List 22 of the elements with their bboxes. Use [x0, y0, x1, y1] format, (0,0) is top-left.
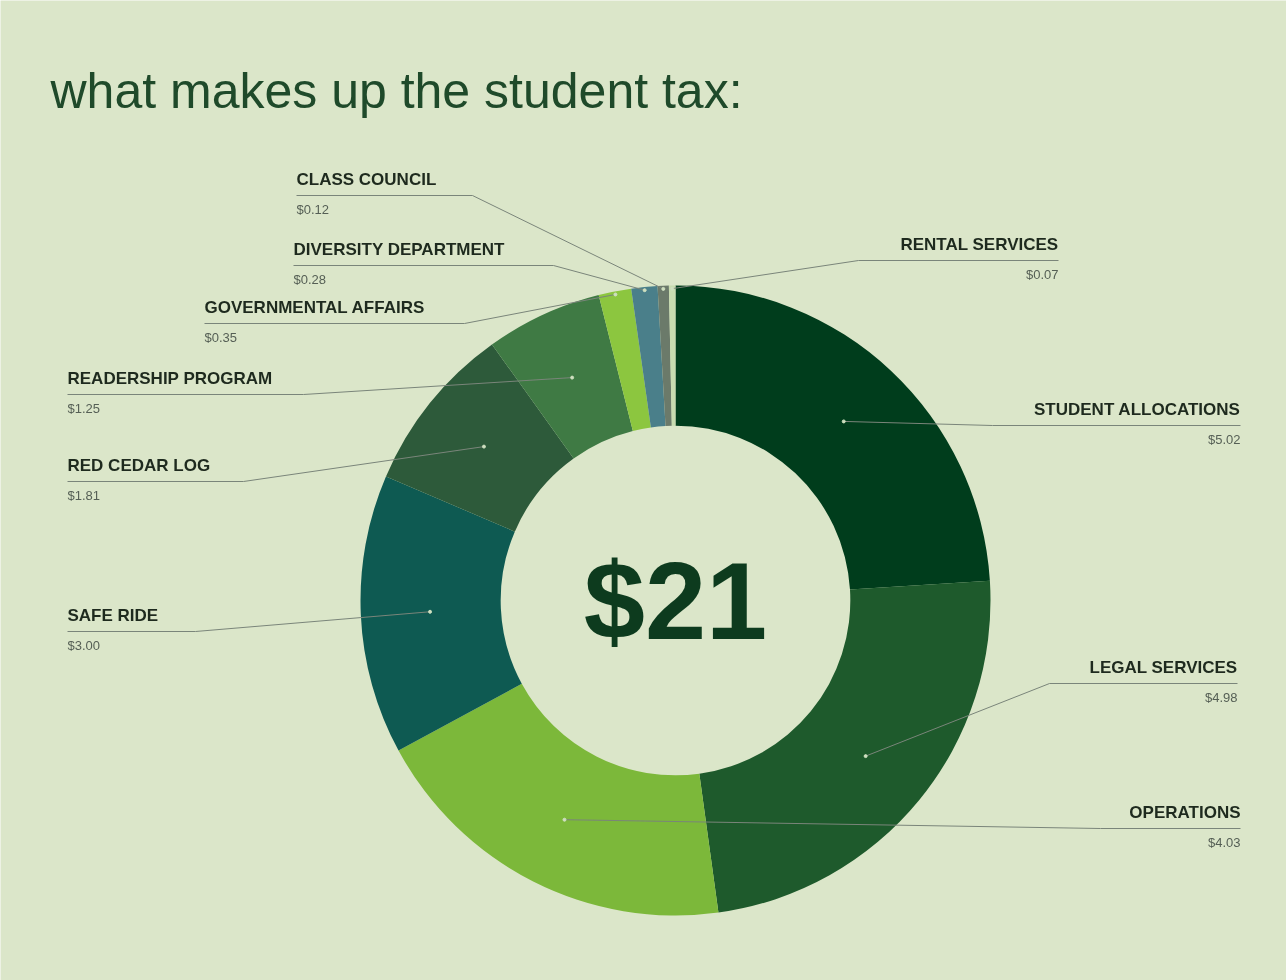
slice-label: RED CEDAR LOG	[67, 455, 211, 475]
data-label: $0.12	[296, 201, 330, 217]
slice-label: READERSHIP PROGRAM	[67, 368, 273, 388]
data-label: $0.07	[1025, 266, 1059, 282]
slice-label: SAFE RIDE	[67, 605, 159, 625]
slice-label: GOVERNMENTAL AFFAIRS	[204, 297, 425, 317]
slice-label: OPERATIONS	[1129, 802, 1241, 822]
slice-label: LEGAL SERVICES	[1089, 657, 1238, 677]
data-label: $1.81	[67, 487, 101, 503]
data-label: $0.35	[204, 329, 238, 345]
slice-label: STUDENT ALLOCATIONS	[1033, 399, 1240, 419]
slice-label: CLASS COUNCIL	[296, 169, 437, 189]
data-label: $5.02	[1207, 431, 1241, 447]
data-label: $4.03	[1207, 834, 1241, 850]
data-label: $1.25	[67, 400, 101, 416]
slice-label: RENTAL SERVICES	[900, 234, 1059, 254]
data-label: $4.98	[1204, 689, 1238, 705]
data-label: $0.28	[293, 271, 327, 287]
chart-title: what makes up the student tax:	[49, 62, 743, 119]
data-label: $3.00	[67, 637, 101, 653]
slice-label: DIVERSITY DEPARTMENT	[293, 239, 506, 259]
text: $21	[583, 539, 768, 662]
